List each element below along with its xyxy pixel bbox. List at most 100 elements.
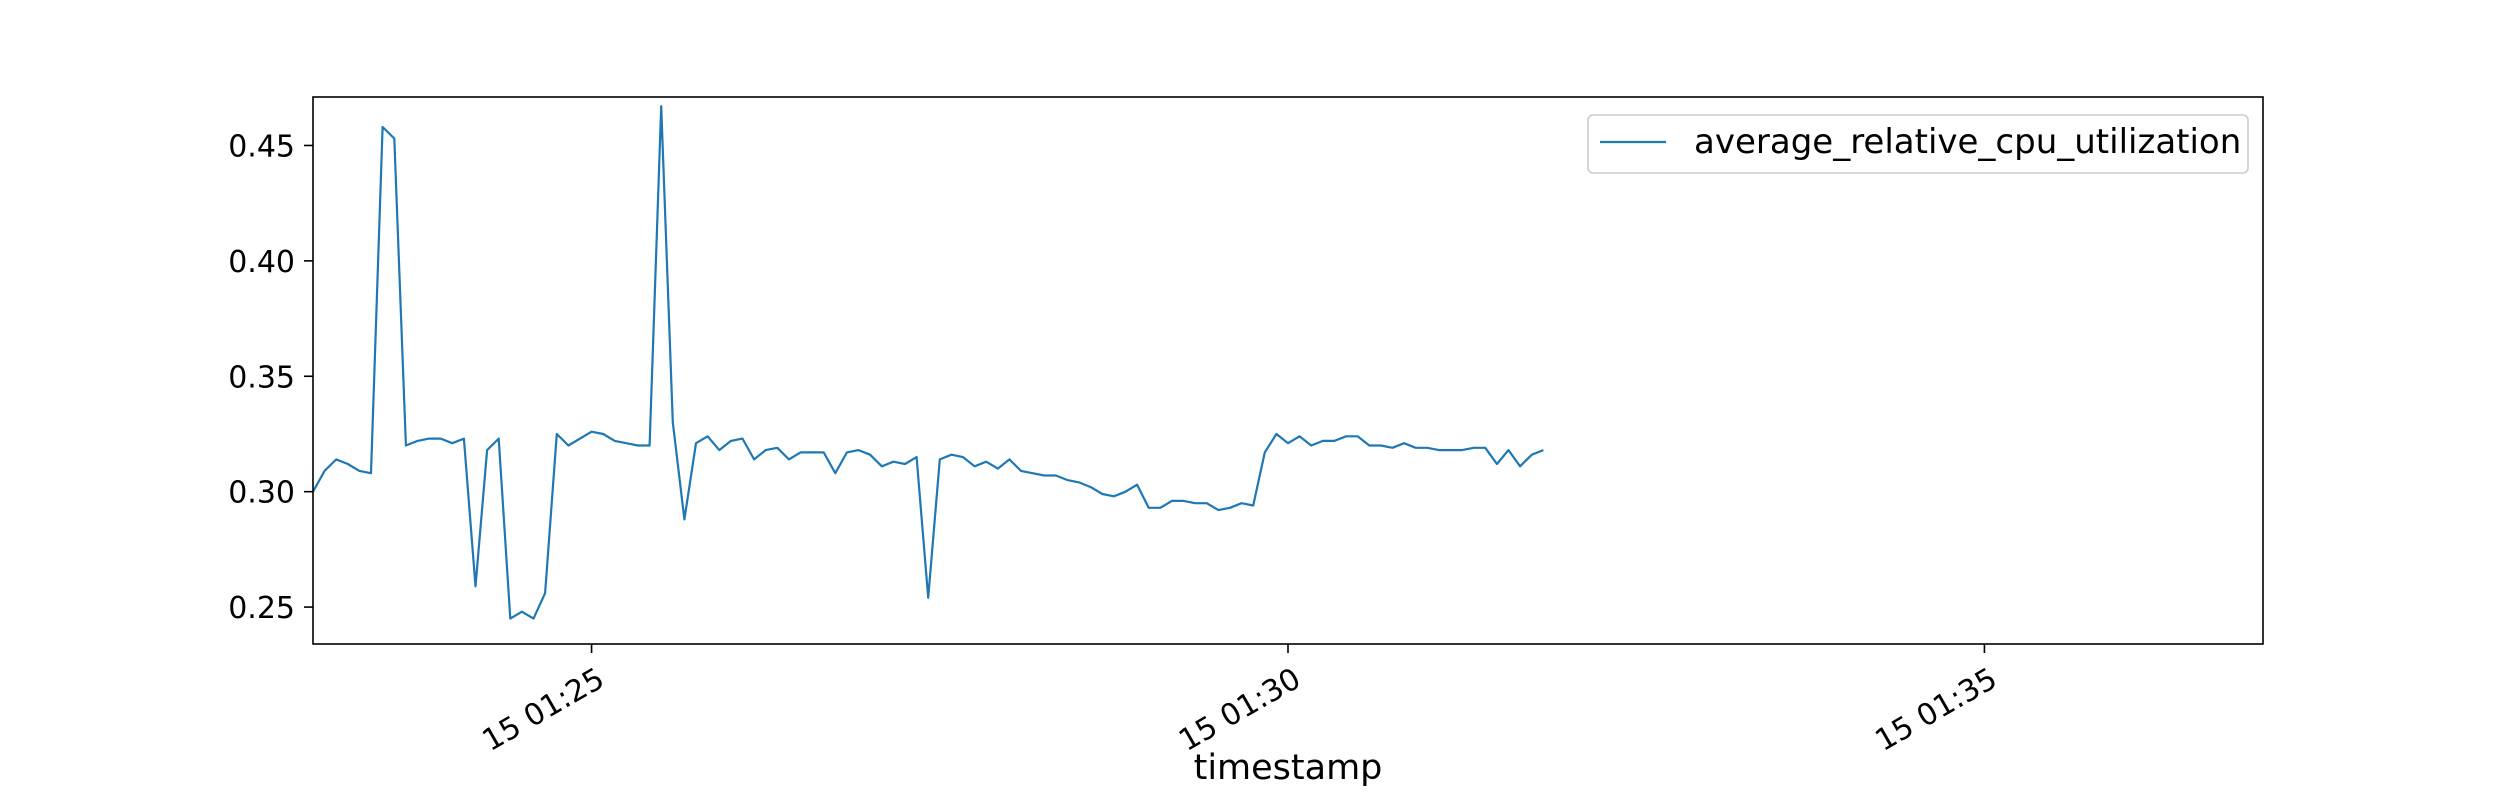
data-point [1113,495,1115,497]
data-point [811,451,813,453]
data-point [1159,507,1161,509]
data-point [1148,507,1150,509]
data-point [858,449,860,451]
data-point [939,458,941,460]
data-point [1357,435,1359,437]
data-point [602,433,604,435]
data-point [683,518,685,520]
y-tick-label: 0.35 [228,360,295,395]
data-point [1090,486,1092,488]
data-point [509,618,511,620]
data-point [1473,447,1475,449]
data-point [672,421,674,423]
data-point [1020,470,1022,472]
data-point [451,442,453,444]
data-point [834,472,836,474]
data-point [498,438,500,440]
data-point [475,585,477,587]
data-point [1125,491,1127,493]
data-point [567,445,569,447]
data-point [904,463,906,465]
data-point [1438,449,1440,451]
data-point [1403,442,1405,444]
data-point [695,442,697,444]
data-point [660,105,662,107]
data-point [892,461,894,463]
data-point [428,438,430,440]
data-point [521,611,523,613]
data-point [1519,465,1521,467]
data-point [997,468,999,470]
data-point [985,461,987,463]
data-point [742,438,744,440]
data-point [1241,502,1243,504]
data-point [869,454,871,456]
data-point [1368,445,1370,447]
data-point [718,449,720,451]
data-point [1264,451,1266,453]
data-point [1183,500,1185,502]
data-point [1043,475,1045,477]
data-point [1450,449,1452,451]
data-point [1380,445,1382,447]
data-point [916,456,918,458]
data-point [382,126,384,128]
x-axis-label: timestamp [1194,748,1383,788]
data-point [335,458,337,460]
data-point [544,592,546,594]
data-point [823,451,825,453]
data-point [347,463,349,465]
data-point [1229,507,1231,509]
legend-box [1587,114,2249,174]
data-point [1426,447,1428,449]
data-point [788,458,790,460]
data-point [1415,447,1417,449]
data-point [776,447,778,449]
data-point [486,449,488,451]
data-point [417,440,419,442]
data-point [370,472,372,474]
data-point [1032,472,1034,474]
data-point [1345,435,1347,437]
data-point [1531,454,1533,456]
data-point [405,445,407,447]
data-point [846,451,848,453]
y-tick-label: 0.25 [228,591,295,626]
data-point [765,449,767,451]
data-point [800,451,802,453]
data-point [730,440,732,442]
data-point [1136,484,1138,486]
data-point [1206,502,1208,504]
y-tick-label: 0.45 [228,129,295,164]
data-point [614,440,616,442]
y-tick-label: 0.40 [228,245,295,280]
data-point [1322,440,1324,442]
data-point [962,456,964,458]
plot-frame [312,96,2264,645]
data-point [1101,493,1103,495]
data-point [707,435,709,437]
data-point [625,442,627,444]
data-point [1461,449,1463,451]
data-point [393,138,395,140]
data-point [1275,433,1277,435]
data-point [1008,458,1010,460]
data-point [556,433,558,435]
data-point [1542,449,1544,451]
data-point [1484,447,1486,449]
data-point [324,470,326,472]
series-line-average-relative-cpu-utilization [312,105,1544,620]
data-point [463,438,465,440]
data-point [1310,445,1312,447]
data-point [637,445,639,447]
data-point [1392,447,1394,449]
data-point [1252,505,1254,507]
data-point [974,465,976,467]
data-point [1508,449,1510,451]
data-point [579,438,581,440]
data-point [1299,435,1301,437]
y-axis: 0.25 0.30 0.35 0.40 0.45 [228,129,313,626]
legend: average_relative_cpu_utilization [1587,114,2249,174]
data-point [649,445,651,447]
